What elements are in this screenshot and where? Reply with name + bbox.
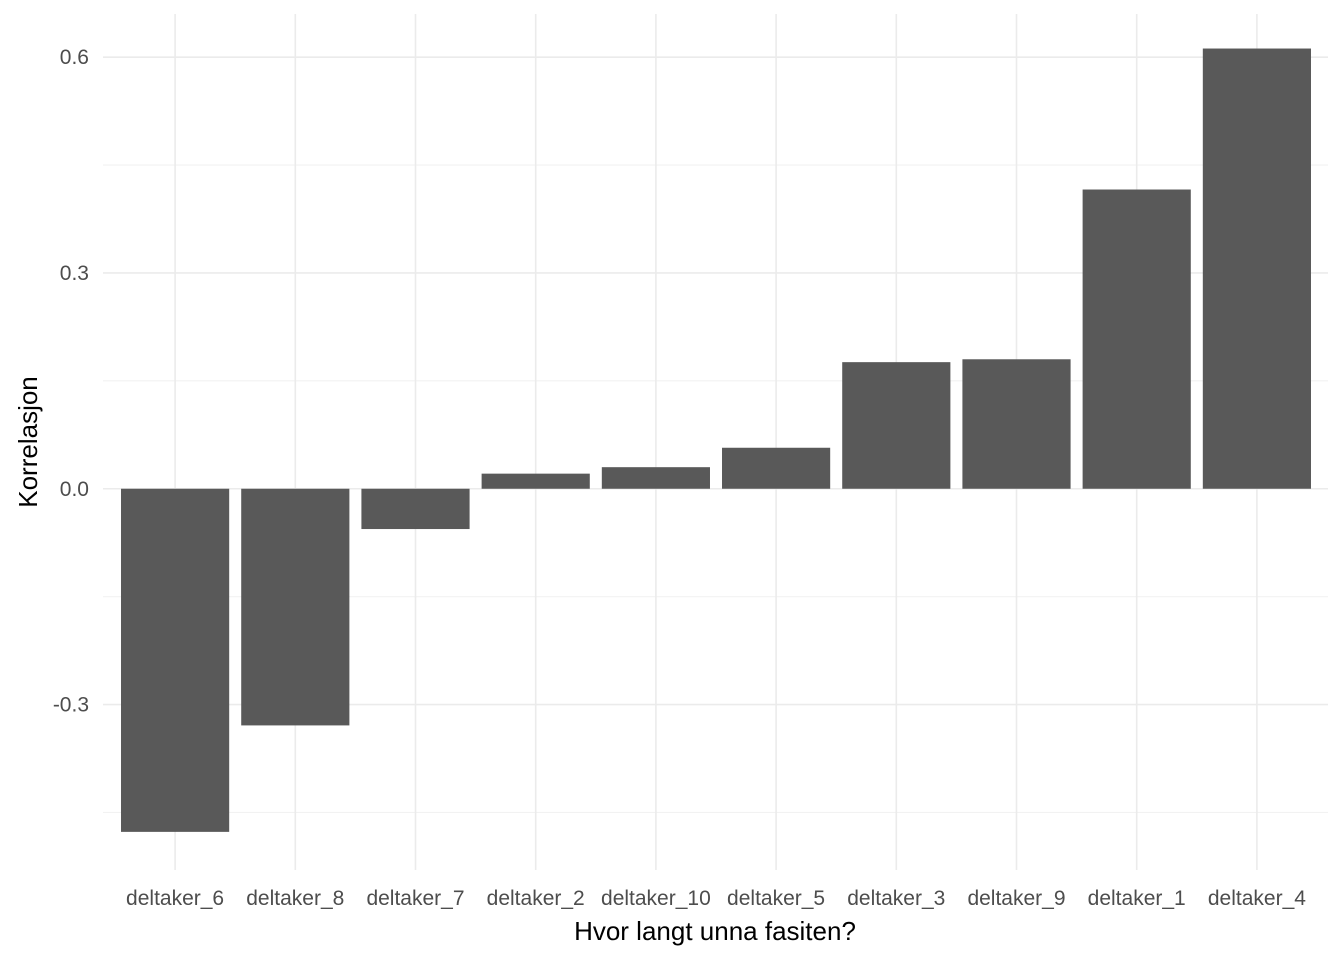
y-tick-label: -0.3: [53, 694, 89, 717]
y-tick-label: 0.0: [60, 478, 89, 501]
y-tick-label: 0.6: [60, 46, 89, 69]
bar-deltaker_7: [361, 488, 470, 530]
x-tick-label: deltaker_10: [601, 887, 711, 910]
bar-deltaker_2: [481, 473, 590, 489]
y-axis-tick-labels: -0.3 0.0 0.3 0.6: [53, 46, 89, 716]
bar-deltaker_9: [962, 359, 1071, 489]
x-axis-title: Hvor langt unna fasiten?: [574, 916, 856, 946]
bar-deltaker_10: [601, 467, 710, 489]
bar-deltaker_8: [241, 488, 350, 726]
x-tick-label: deltaker_8: [246, 887, 344, 910]
bar-deltaker_1: [1082, 189, 1191, 489]
y-axis-title: Korrelasjon: [13, 376, 43, 508]
bar-deltaker_3: [842, 362, 951, 489]
x-tick-label: deltaker_9: [967, 887, 1065, 910]
x-tick-label: deltaker_4: [1208, 887, 1306, 910]
x-tick-label: deltaker_1: [1088, 887, 1186, 910]
bars: [121, 48, 1311, 832]
bar-deltaker_6: [121, 488, 230, 832]
x-tick-label: deltaker_2: [487, 887, 585, 910]
bar-deltaker_5: [722, 447, 831, 489]
x-tick-label: deltaker_6: [126, 887, 224, 910]
x-tick-label: deltaker_7: [366, 887, 464, 910]
bar-deltaker_4: [1202, 48, 1311, 489]
x-axis-tick-labels: deltaker_6 deltaker_8 deltaker_7 deltaker_2…: [126, 887, 1306, 910]
y-tick-label: 0.3: [60, 262, 89, 285]
x-tick-label: deltaker_3: [847, 887, 945, 910]
x-tick-label: deltaker_5: [727, 887, 825, 910]
